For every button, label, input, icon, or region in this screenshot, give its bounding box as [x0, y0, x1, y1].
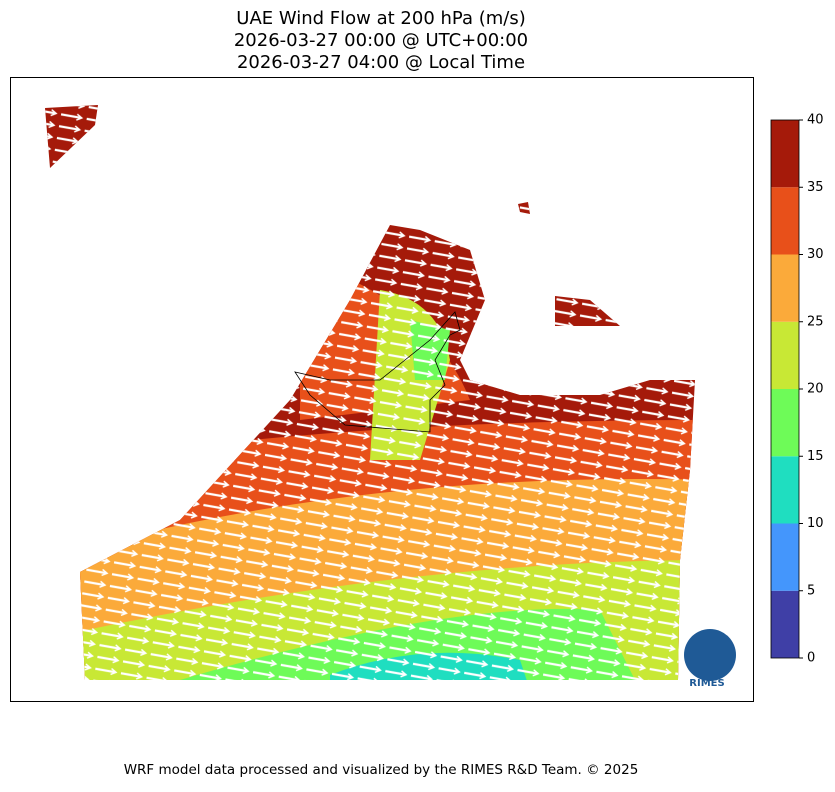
logo-text: RIMES — [689, 678, 724, 689]
colorbar-segment — [771, 254, 799, 322]
colorbar-segment — [771, 321, 799, 389]
colorbar: 0 5 10 15 20 25 30 35 40 — [770, 113, 824, 666]
border — [294, 311, 461, 433]
colorbar-tick-label: 30 — [807, 247, 824, 262]
colorbar-tick-label: 35 — [807, 180, 824, 195]
title-line: UAE Wind Flow at 200 hPa (m/s) — [236, 8, 525, 29]
colorbar-segment — [771, 590, 799, 658]
logo: RIMES — [684, 629, 736, 689]
colorbar-segment — [771, 523, 799, 591]
colorbar-tick-label: 0 — [807, 651, 815, 666]
footer: WRF model data processed and visualized … — [124, 762, 639, 778]
title-line: 2026-03-27 04:00 @ Local Time — [237, 52, 525, 73]
logo-circle — [684, 629, 736, 681]
colorbar-tick-label: 20 — [807, 382, 824, 397]
colorbar-tick-label: 5 — [807, 583, 815, 598]
colorbar-segment — [771, 120, 799, 188]
colorbar-tick-label: 25 — [807, 314, 824, 329]
wind-field — [45, 105, 695, 680]
colorbar-tick-label: 15 — [807, 449, 824, 464]
colorbar-segment — [771, 456, 799, 524]
map-frame — [10, 77, 754, 702]
colorbar-tick-label: 40 — [807, 113, 824, 128]
title-line: 2026-03-27 00:00 @ UTC+00:00 — [234, 30, 528, 51]
colorbar-tick-label: 10 — [807, 516, 824, 531]
colorbar-segment — [771, 389, 799, 457]
colorbar-segment — [771, 187, 799, 255]
